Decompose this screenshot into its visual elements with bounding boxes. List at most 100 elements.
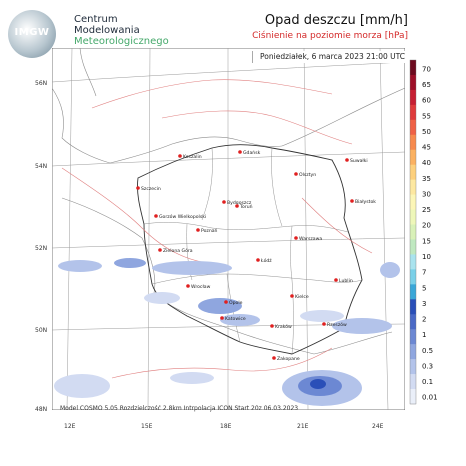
city-dot [322,322,326,326]
isobar [301,197,373,254]
legend-label: 0.01 [422,394,438,402]
rain-area [220,314,260,326]
legend-swatch [410,224,416,240]
city-label: Bydgoszcz [227,200,252,206]
isobar [61,167,203,263]
legend-label: 20 [422,222,431,230]
legend-swatch [410,239,416,255]
city-marker: Olsztyn [294,172,316,178]
legend-labels: 70 65 60 55 50 45 40 35 30 25 20 15 10 7 5 3 2 1 0.5 0.3 0.1… [422,65,438,401]
lat-label: 48N [35,406,48,413]
map-subtitle: Ciśnienie na poziomie morza [hPa] [252,31,408,41]
city-label: Opole [229,300,243,306]
city-marker: Kielce [290,294,309,300]
legend-swatch [410,359,416,375]
city-marker: Zielona Góra [158,247,193,254]
grid-line-12e [66,48,73,410]
org-name-line1: Centrum [74,14,118,25]
legend-label: 50 [422,128,431,136]
legend-swatch [410,314,416,330]
rain-area [58,260,102,272]
city-label: Białystok [355,199,376,205]
city-marker: Wrocław [186,284,211,290]
city-label: Olsztyn [299,172,316,178]
legend-label: 0.1 [422,378,433,386]
city-marker: Białystok [350,199,376,205]
city-dot [158,248,162,252]
voivodeship-border [290,225,293,281]
legend-label: 30 [422,190,431,198]
denmark-coast [79,48,97,97]
map-frame [52,48,405,410]
lon-label: 15E [141,423,153,430]
voivodeship-border [271,147,283,227]
legend-swatch [410,374,416,390]
voivodeship-border [143,222,349,233]
rain-area [170,372,214,384]
legend-swatch [410,344,416,360]
legend-swatch [410,329,416,345]
city-marker: Zakopane [272,356,300,362]
lon-label: 12E [64,423,76,430]
voivodeship-border [151,273,363,285]
city-marker: Kraków [270,323,292,330]
city-dot [224,300,228,304]
isobar [111,347,333,379]
city-label: Zakopane [277,356,300,362]
imgw-logo [8,10,56,58]
city-layer: Gdańsk Koszalin Suwałki Olsztyn Szczecin Bydg… [136,149,376,362]
legend-swatch [410,284,416,300]
legend-colorbar [409,59,417,405]
org-name-line3: Meteorologicznego [74,36,169,47]
legend-label: 40 [422,159,431,167]
rain-area [198,298,242,314]
lon-label: 18E [220,423,232,430]
legend-label: 2 [422,316,426,324]
grid-line-56n [52,61,405,83]
city-label: Szczecin [141,186,161,192]
legend-swatch [410,104,416,121]
logo-text: IMGW [14,27,50,38]
isobar [161,110,353,145]
city-dot [290,294,294,298]
map-canvas: Gdańsk Koszalin Suwałki Olsztyn Szczecin Bydg… [52,48,405,410]
legend-label: 0.3 [422,362,433,370]
city-dot [345,158,349,162]
legend-label: 5 [422,284,426,292]
city-marker: Koszalin [178,154,202,160]
east-coast [281,87,405,147]
legend-label: 25 [422,206,431,214]
legend-swatch [410,194,416,210]
city-label: Katowice [225,316,246,322]
city-dot [220,316,224,320]
rain-area [380,262,400,278]
legend-swatch [410,299,416,315]
city-dot [272,356,276,360]
lat-label: 52N [35,245,48,252]
south-border [153,292,393,355]
rain-area [144,292,180,304]
legend-swatch [410,254,416,270]
legend-label: 7 [422,269,426,277]
city-dot [186,284,190,288]
city-marker: Poznań [196,227,218,234]
city-label: Warszawa [299,236,322,242]
datetime-box: Poniedziałek, 6 marca 2023 21:00 UTC [252,51,407,63]
legend-outline [409,59,417,405]
lon-label: 24E [372,423,384,430]
legend-label: 35 [422,175,431,183]
precip-legend: 70 65 60 55 50 45 40 35 30 25 20 15 10 7 5 3 2 1 0.5 0.3 0.1… [409,59,438,405]
legend-label: 15 [422,237,431,245]
rain-area [300,310,344,322]
legend-label: 1 [422,331,426,339]
city-dot [350,199,354,203]
city-marker: Suwałki [345,158,368,164]
city-marker: Toruń [235,203,253,210]
rain-area [332,318,392,334]
legend-label: 55 [422,112,431,120]
legend-swatch [410,149,416,165]
city-marker: Gorzów Wielkopolski [154,213,206,220]
city-dot [238,150,242,154]
grid-line-54n [52,151,405,167]
lat-label: 54N [35,163,48,170]
